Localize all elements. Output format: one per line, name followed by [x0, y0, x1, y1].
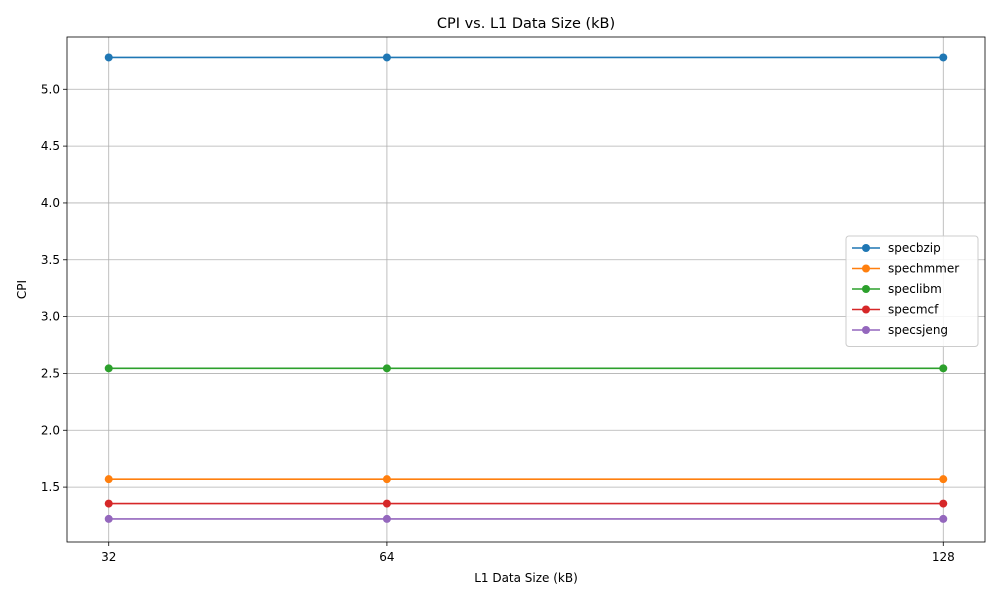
data-point — [382, 514, 391, 523]
series-specsjeng — [104, 514, 948, 523]
y-tick-label: 3.0 — [41, 310, 60, 324]
series-speclibm — [104, 364, 948, 373]
legend-marker — [862, 326, 870, 334]
legend-item-specmcf: specmcf — [852, 303, 939, 317]
y-tick-label: 1.5 — [41, 480, 60, 494]
series-layer — [104, 53, 948, 523]
legend-marker — [862, 264, 870, 273]
legend-item-specbzip: specbzip — [852, 241, 941, 255]
series-specbzip — [104, 53, 948, 62]
data-point — [382, 499, 391, 508]
legend-box — [845, 235, 979, 347]
data-point — [939, 364, 948, 373]
legend-marker — [862, 305, 870, 314]
legend-item-speclibm: speclibm — [852, 282, 942, 296]
data-point — [939, 499, 948, 508]
y-tick-label: 5.0 — [41, 82, 60, 96]
legend-item-specsjeng: specsjeng — [852, 323, 948, 337]
x-tick-label: 64 — [379, 550, 394, 564]
legend-label: specsjeng — [888, 323, 948, 337]
chart-title: CPI vs. L1 Data Size (kB) — [437, 16, 615, 32]
data-point — [939, 53, 948, 62]
legend-label: specbzip — [888, 241, 941, 255]
data-point — [382, 475, 391, 484]
data-point — [104, 499, 113, 508]
y-tick-label: 4.0 — [41, 196, 60, 210]
legend-label: speclibm — [888, 282, 942, 296]
legend: specbzip spechmmer speclibm specmcf specsjen… — [845, 235, 979, 347]
y-tick-label: 3.5 — [41, 253, 60, 267]
y-tick-label: 4.5 — [41, 139, 60, 153]
data-point — [382, 53, 391, 62]
legend-label: spechmmer — [888, 262, 959, 276]
legend-marker — [862, 244, 870, 252]
x-tick-label: 32 — [101, 550, 116, 564]
legend-marker — [862, 285, 870, 293]
data-point — [382, 364, 391, 373]
x-axis-label: L1 Data Size (kB) — [474, 571, 578, 585]
x-tick-label: 128 — [932, 550, 955, 564]
data-point — [104, 514, 113, 523]
y-tick-label: 2.5 — [41, 366, 60, 380]
y-axis-label: CPI — [15, 280, 29, 299]
series-spechmmer — [104, 475, 948, 484]
series-specmcf — [104, 499, 948, 508]
legend-item-spechmmer: spechmmer — [852, 262, 959, 276]
data-point — [104, 475, 113, 484]
data-point — [939, 514, 948, 523]
plot-frame — [66, 36, 986, 543]
data-point — [104, 364, 113, 373]
data-point — [104, 53, 113, 62]
data-point — [939, 475, 948, 484]
y-tick-label: 2.0 — [41, 423, 60, 437]
ticks: 32 64 128 1.5 2.0 2.5 3.0 3.5 4.0 4.5 5.0 — [41, 82, 955, 564]
legend-label: specmcf — [888, 303, 939, 317]
